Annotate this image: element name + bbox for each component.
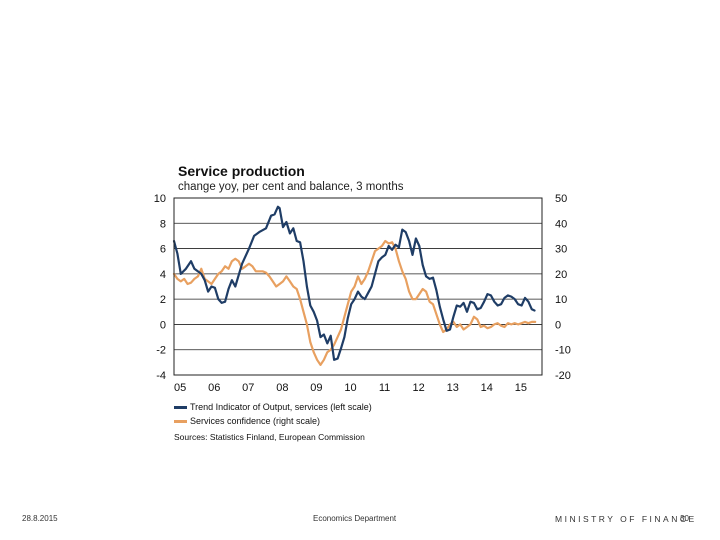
y-left-tick-label: 8 (160, 218, 166, 230)
series-line-output (172, 205, 536, 361)
y-left-tick-label: -4 (156, 370, 166, 382)
footer-date: 28.8.2015 (22, 514, 58, 523)
y-right-tick-label: -20 (555, 370, 571, 382)
y-right-tick-label: 20 (555, 269, 567, 281)
x-tick-label: 06 (208, 382, 220, 394)
legend-swatch-output (174, 405, 187, 409)
legend-label-output: Trend Indicator of Output, services (lef… (190, 402, 372, 412)
x-tick-label: 09 (310, 382, 322, 394)
y-left-tick-label: 10 (154, 193, 166, 205)
y-right-tick-label: 10 (555, 294, 567, 306)
footer-department: Economics Department (313, 514, 397, 523)
legend-item-confidence: Services confidence (right scale) (174, 416, 320, 426)
y-left-tick-label: -2 (156, 345, 166, 357)
y-right-tick-label: 50 (555, 193, 567, 205)
chart-source: Sources: Statistics Finland, European Co… (174, 432, 365, 442)
legend-swatch-confidence (174, 419, 187, 423)
x-tick-label: 10 (344, 382, 356, 394)
x-tick-label: 15 (515, 382, 527, 394)
x-tick-label: 07 (242, 382, 254, 394)
series-line-confidence (172, 239, 537, 366)
y-left-tick-label: 0 (160, 319, 166, 331)
y-right-tick-label: 40 (555, 218, 567, 230)
y-right-tick-label: 30 (555, 244, 567, 256)
y-left-tick-label: 6 (160, 244, 166, 256)
x-tick-label: 13 (447, 382, 459, 394)
plot-frame (173, 197, 543, 376)
x-tick-label: 14 (481, 382, 493, 394)
chart-title: Service production (178, 163, 305, 179)
footer-page-number: 30 (680, 514, 689, 523)
legend-label-confidence: Services confidence (right scale) (190, 416, 321, 426)
legend-item-output: Trend Indicator of Output, services (lef… (174, 402, 372, 412)
y-left-tick-label: 4 (160, 269, 166, 281)
x-tick-label: 11 (379, 382, 390, 394)
series-lines (172, 205, 537, 366)
chart-subtitle: change yoy, per cent and balance, 3 mont… (178, 181, 404, 193)
y-right-tick-label: 0 (555, 319, 561, 331)
y-left-tick-label: 2 (160, 294, 166, 306)
x-tick-label: 08 (276, 382, 288, 394)
x-tick-label: 12 (413, 382, 425, 394)
footer-ministry-logo: MINISTRY OF FINANCE (555, 514, 697, 524)
x-tick-label: 05 (174, 382, 186, 394)
y-right-tick-label: -10 (555, 345, 571, 357)
